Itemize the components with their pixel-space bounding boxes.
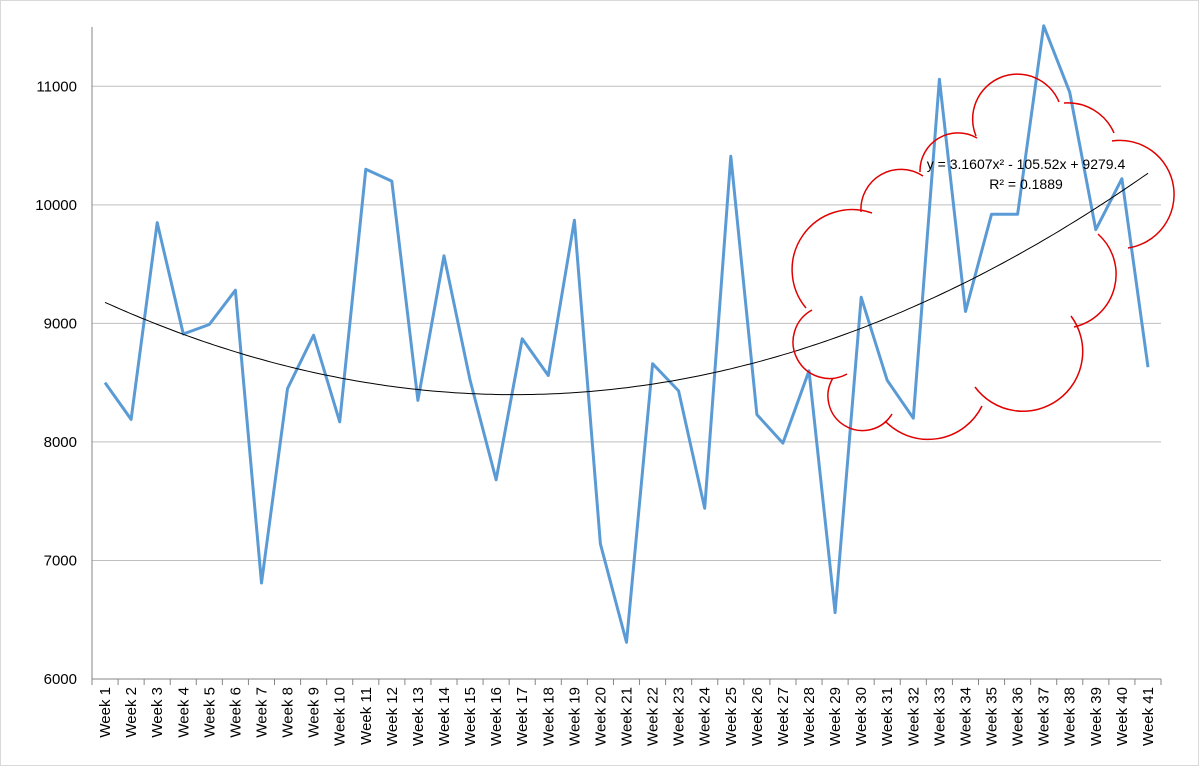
x-tick-label: Week 34 (957, 687, 974, 746)
x-tick-label: Week 1 (97, 687, 114, 738)
x-tick-label: Week 35 (984, 687, 1001, 746)
x-tick-label: Week 3 (149, 687, 166, 738)
x-tick-label: Week 27 (775, 687, 792, 746)
x-tick-label: Week 4 (175, 687, 192, 738)
x-tick-label: Week 13 (410, 687, 427, 746)
x-tick-label: Week 30 (853, 687, 870, 746)
x-tick-label: Week 37 (1036, 687, 1053, 746)
x-tick-label: Week 20 (592, 687, 609, 746)
x-tick-label: Week 36 (1010, 687, 1027, 746)
trendline (104, 172, 1149, 396)
axes (91, 27, 1162, 685)
gridlines (92, 85, 1161, 561)
y-tick-label: 8000 (44, 434, 77, 451)
x-tick-label: Week 22 (645, 687, 662, 746)
y-tick-label: 6000 (44, 671, 77, 688)
x-tick-label: Week 7 (253, 687, 270, 738)
x-tick-label: Week 38 (1062, 687, 1079, 746)
x-tick-label: Week 10 (332, 687, 349, 746)
trendline-equation: y = 3.1607x² - 105.52x + 9279.4 (927, 156, 1126, 172)
x-tick-label: Week 12 (384, 687, 401, 746)
x-tick-label: Week 26 (749, 687, 766, 746)
x-tick-label: Week 28 (801, 687, 818, 746)
series-line (103, 24, 1150, 644)
x-tick-label: Week 18 (540, 687, 557, 746)
x-tick-label: Week 21 (619, 687, 636, 746)
x-tick-label: Week 39 (1088, 687, 1105, 746)
x-tick-label: Week 16 (488, 687, 505, 746)
trendline-r-squared: R² = 0.1889 (989, 176, 1063, 192)
x-tick-label: Week 41 (1140, 687, 1157, 746)
x-axis-tick-labels: Week 1 Week 2 Week 3 Week 4 Week 5 Week 6 Week… (97, 687, 1157, 746)
x-tick-label: Week 2 (123, 687, 140, 738)
cloud-callout-shape (791, 73, 1175, 441)
x-tick-label: Week 5 (201, 687, 218, 738)
x-tick-label: Week 8 (280, 687, 297, 738)
y-tick-label: 7000 (44, 552, 77, 569)
x-tick-label: Week 11 (358, 687, 375, 745)
x-tick-label: Week 9 (306, 687, 323, 738)
trendline-curve (104, 172, 1149, 396)
x-tick-label: Week 23 (671, 687, 688, 746)
x-tick-label: Week 33 (931, 687, 948, 746)
x-tick-label: Week 24 (697, 687, 714, 746)
y-tick-label: 10000 (35, 197, 77, 214)
y-tick-label: 11000 (36, 78, 77, 95)
x-tick-label: Week 32 (905, 687, 922, 746)
x-tick-label: Week 14 (436, 687, 453, 746)
x-tick-label: Week 15 (462, 687, 479, 746)
cloud-callout: y = 3.1607x² - 105.52x + 9279.4 R² = 0.1… (791, 73, 1175, 441)
x-tick-label: Week 19 (566, 687, 583, 746)
x-tick-label: Week 17 (514, 687, 531, 746)
data-series (103, 24, 1150, 644)
x-tick-label: Week 31 (879, 687, 896, 746)
x-tick-label: Week 25 (723, 687, 740, 746)
y-axis-tick-labels: 6000 7000 8000 9000 10000 11000 (35, 78, 77, 688)
x-tick-label: Week 40 (1114, 687, 1131, 746)
x-tick-label: Week 29 (827, 687, 844, 746)
y-tick-label: 9000 (44, 315, 77, 332)
x-tick-label: Week 6 (227, 687, 244, 738)
